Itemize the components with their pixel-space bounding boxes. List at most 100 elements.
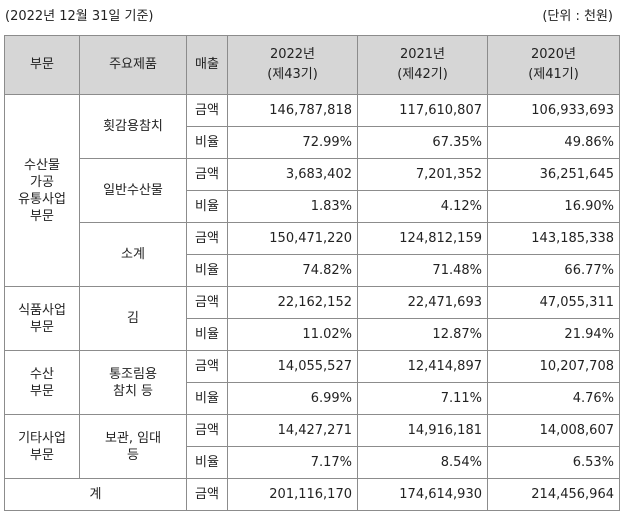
total-2020: 214,456,964	[487, 478, 620, 511]
product-cell: 보관, 임대 등	[79, 414, 187, 479]
total-row: 계 금액 201,116,170 174,614,930 214,456,964	[4, 478, 620, 511]
header-row: 부문 주요제품 매출 2022년 (제43기) 2021년 (제42기) 2020년…	[4, 35, 620, 95]
unit-caption: (단위 : 천원)	[542, 9, 613, 24]
metric-label: 금액	[186, 478, 228, 511]
header-2021: 2021년 (제42기)	[357, 35, 488, 95]
ratio-2021: 67.35%	[357, 126, 488, 159]
metric-label: 비율	[186, 382, 228, 415]
ratio-2021: 12.87%	[357, 318, 488, 351]
division-line: 부문	[30, 319, 54, 335]
product-cell: 소계	[79, 222, 187, 287]
header-2021-year: 2021년	[399, 47, 446, 62]
header-division: 부문	[4, 35, 80, 95]
header-2020-year: 2020년	[530, 47, 577, 62]
metric-label: 금액	[186, 414, 228, 447]
ratio-2021: 4.12%	[357, 190, 488, 223]
ratio-2022: 72.99%	[227, 126, 358, 159]
metric-label: 비율	[186, 126, 228, 159]
division-other: 기타사업 부문	[4, 414, 80, 479]
header-2022: 2022년 (제43기)	[227, 35, 358, 95]
division-line: 유통사업	[18, 191, 66, 207]
amount-2022: 146,787,818	[227, 94, 358, 127]
metric-label: 비율	[186, 190, 228, 223]
table-row: 비율 6.99% 7.11% 4.76%	[5, 382, 620, 415]
metric-label: 금액	[186, 350, 228, 383]
division-line: 수산	[30, 366, 54, 382]
table-row: 비율 7.17% 8.54% 6.53%	[5, 446, 620, 479]
amount-2022: 3,683,402	[227, 158, 358, 191]
ratio-2020: 4.76%	[487, 382, 620, 415]
ratio-2020: 49.86%	[487, 126, 620, 159]
metric-label: 비율	[186, 254, 228, 287]
sales-by-division-table: 부문 주요제품 매출 2022년 (제43기) 2021년 (제42기) 2020년…	[4, 35, 620, 511]
amount-2021: 7,201,352	[357, 158, 488, 191]
product-cell: 일반수산물	[79, 158, 187, 223]
ratio-2021: 71.48%	[357, 254, 488, 287]
product-line: 보관, 임대	[104, 430, 162, 446]
product-line: 통조림용	[109, 366, 157, 382]
ratio-2020: 66.77%	[487, 254, 620, 287]
as-of-date-caption: (2022년 12월 31일 기준)	[5, 9, 154, 24]
amount-2020: 47,055,311	[487, 286, 620, 319]
table-row: 비율 11.02% 12.87% 21.94%	[5, 318, 620, 351]
table-row: 소계 금액 150,471,220 124,812,159 143,185,33…	[5, 222, 620, 287]
metric-label: 금액	[186, 158, 228, 191]
table-row: 비율 1.83% 4.12% 16.90%	[5, 190, 620, 223]
amount-2022: 150,471,220	[227, 222, 358, 255]
division-line: 가공	[30, 174, 54, 190]
amount-2020: 14,008,607	[487, 414, 620, 447]
division-line: 기타사업	[18, 430, 66, 446]
product-cell: 김	[79, 286, 187, 351]
division-line: 수산물	[24, 157, 60, 173]
amount-2020: 143,185,338	[487, 222, 620, 255]
division-fishery: 수산 부문	[4, 350, 80, 415]
product-cell: 횟감용참치	[79, 94, 187, 159]
ratio-2022: 1.83%	[227, 190, 358, 223]
ratio-2021: 8.54%	[357, 446, 488, 479]
amount-2022: 14,427,271	[227, 414, 358, 447]
metric-label: 금액	[186, 286, 228, 319]
product-line: 등	[127, 447, 139, 463]
amount-2021: 12,414,897	[357, 350, 488, 383]
table-row: 기타사업 부문 보관, 임대 등 금액 14,427,271 14,916,18…	[4, 414, 620, 479]
ratio-2022: 7.17%	[227, 446, 358, 479]
table-row: 비율 72.99% 67.35% 49.86%	[5, 126, 620, 159]
division-food: 식품사업 부문	[4, 286, 80, 351]
division-line: 식품사업	[18, 302, 66, 318]
table-row: 수산물 가공 유통사업 부문 횟감용참치 금액 146,787,818 117,…	[4, 94, 620, 287]
header-2020: 2020년 (제41기)	[487, 35, 620, 95]
table-row: 식품사업 부문 김 금액 22,162,152 22,471,693 47,05…	[4, 286, 620, 351]
ratio-2020: 16.90%	[487, 190, 620, 223]
header-sales: 매출	[186, 35, 228, 95]
ratio-2022: 11.02%	[227, 318, 358, 351]
header-product: 주요제품	[79, 35, 187, 95]
total-2021: 174,614,930	[357, 478, 488, 511]
amount-2021: 14,916,181	[357, 414, 488, 447]
ratio-2022: 74.82%	[227, 254, 358, 287]
amount-2020: 10,207,708	[487, 350, 620, 383]
amount-2022: 22,162,152	[227, 286, 358, 319]
product-line: 참치 등	[112, 383, 153, 399]
metric-label: 금액	[186, 222, 228, 255]
division-line: 부문	[30, 447, 54, 463]
table-row: 일반수산물 금액 3,683,402 7,201,352 36,251,645	[5, 158, 620, 223]
total-2022: 201,116,170	[227, 478, 358, 511]
division-seafood-processing: 수산물 가공 유통사업 부문	[4, 94, 80, 287]
header-2022-term: (제43기)	[267, 67, 318, 82]
amount-2021: 117,610,807	[357, 94, 488, 127]
header-2021-term: (제42기)	[397, 67, 448, 82]
amount-2021: 22,471,693	[357, 286, 488, 319]
amount-2020: 106,933,693	[487, 94, 620, 127]
metric-label: 금액	[186, 94, 228, 127]
table-row: 비율 74.82% 71.48% 66.77%	[5, 254, 620, 287]
division-line: 부문	[30, 383, 54, 399]
amount-2021: 124,812,159	[357, 222, 488, 255]
ratio-2022: 6.99%	[227, 382, 358, 415]
total-label: 계	[4, 478, 187, 511]
amount-2022: 14,055,527	[227, 350, 358, 383]
ratio-2020: 21.94%	[487, 318, 620, 351]
ratio-2021: 7.11%	[357, 382, 488, 415]
amount-2020: 36,251,645	[487, 158, 620, 191]
header-2022-year: 2022년	[269, 47, 316, 62]
product-cell: 통조림용 참치 등	[79, 350, 187, 415]
